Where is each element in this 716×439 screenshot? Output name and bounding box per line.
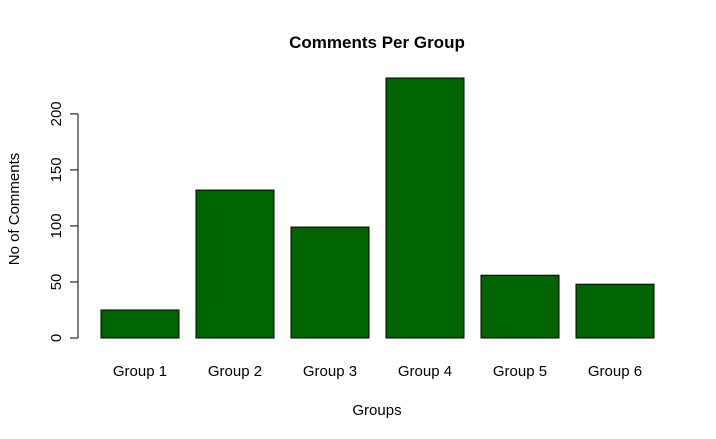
- y-axis-label: No of Comments: [6, 153, 23, 266]
- x-tick-label-group-4: Group 4: [398, 363, 452, 380]
- bar-group-1: [100, 309, 180, 339]
- x-tick-label-group-6: Group 6: [588, 363, 642, 380]
- y-tick-label-0: 0: [48, 334, 65, 342]
- y-axis: 0 50 100 150 200: [48, 101, 79, 342]
- bar-group-2: [195, 189, 275, 339]
- bars-group: [100, 77, 655, 339]
- x-tick-label-group-1: Group 1: [113, 363, 167, 380]
- bar-group-3: [290, 226, 370, 339]
- y-tick-label-50: 50: [48, 274, 65, 291]
- y-tick-label-200: 200: [48, 101, 65, 126]
- chart-title: Comments Per Group: [289, 33, 465, 52]
- y-tick-label-150: 150: [48, 157, 65, 182]
- x-tick-label-group-3: Group 3: [303, 363, 357, 380]
- x-axis-tick-labels: Group 1 Group 2 Group 3 Group 4 Group 5 Group…: [113, 363, 642, 380]
- x-axis-label: Groups: [352, 402, 401, 419]
- y-tick-label-100: 100: [48, 213, 65, 238]
- x-tick-label-group-5: Group 5: [493, 363, 547, 380]
- bar-group-6: [575, 283, 655, 339]
- bar-group-4: [385, 77, 465, 339]
- x-tick-label-group-2: Group 2: [208, 363, 262, 380]
- bar-group-5: [480, 274, 560, 339]
